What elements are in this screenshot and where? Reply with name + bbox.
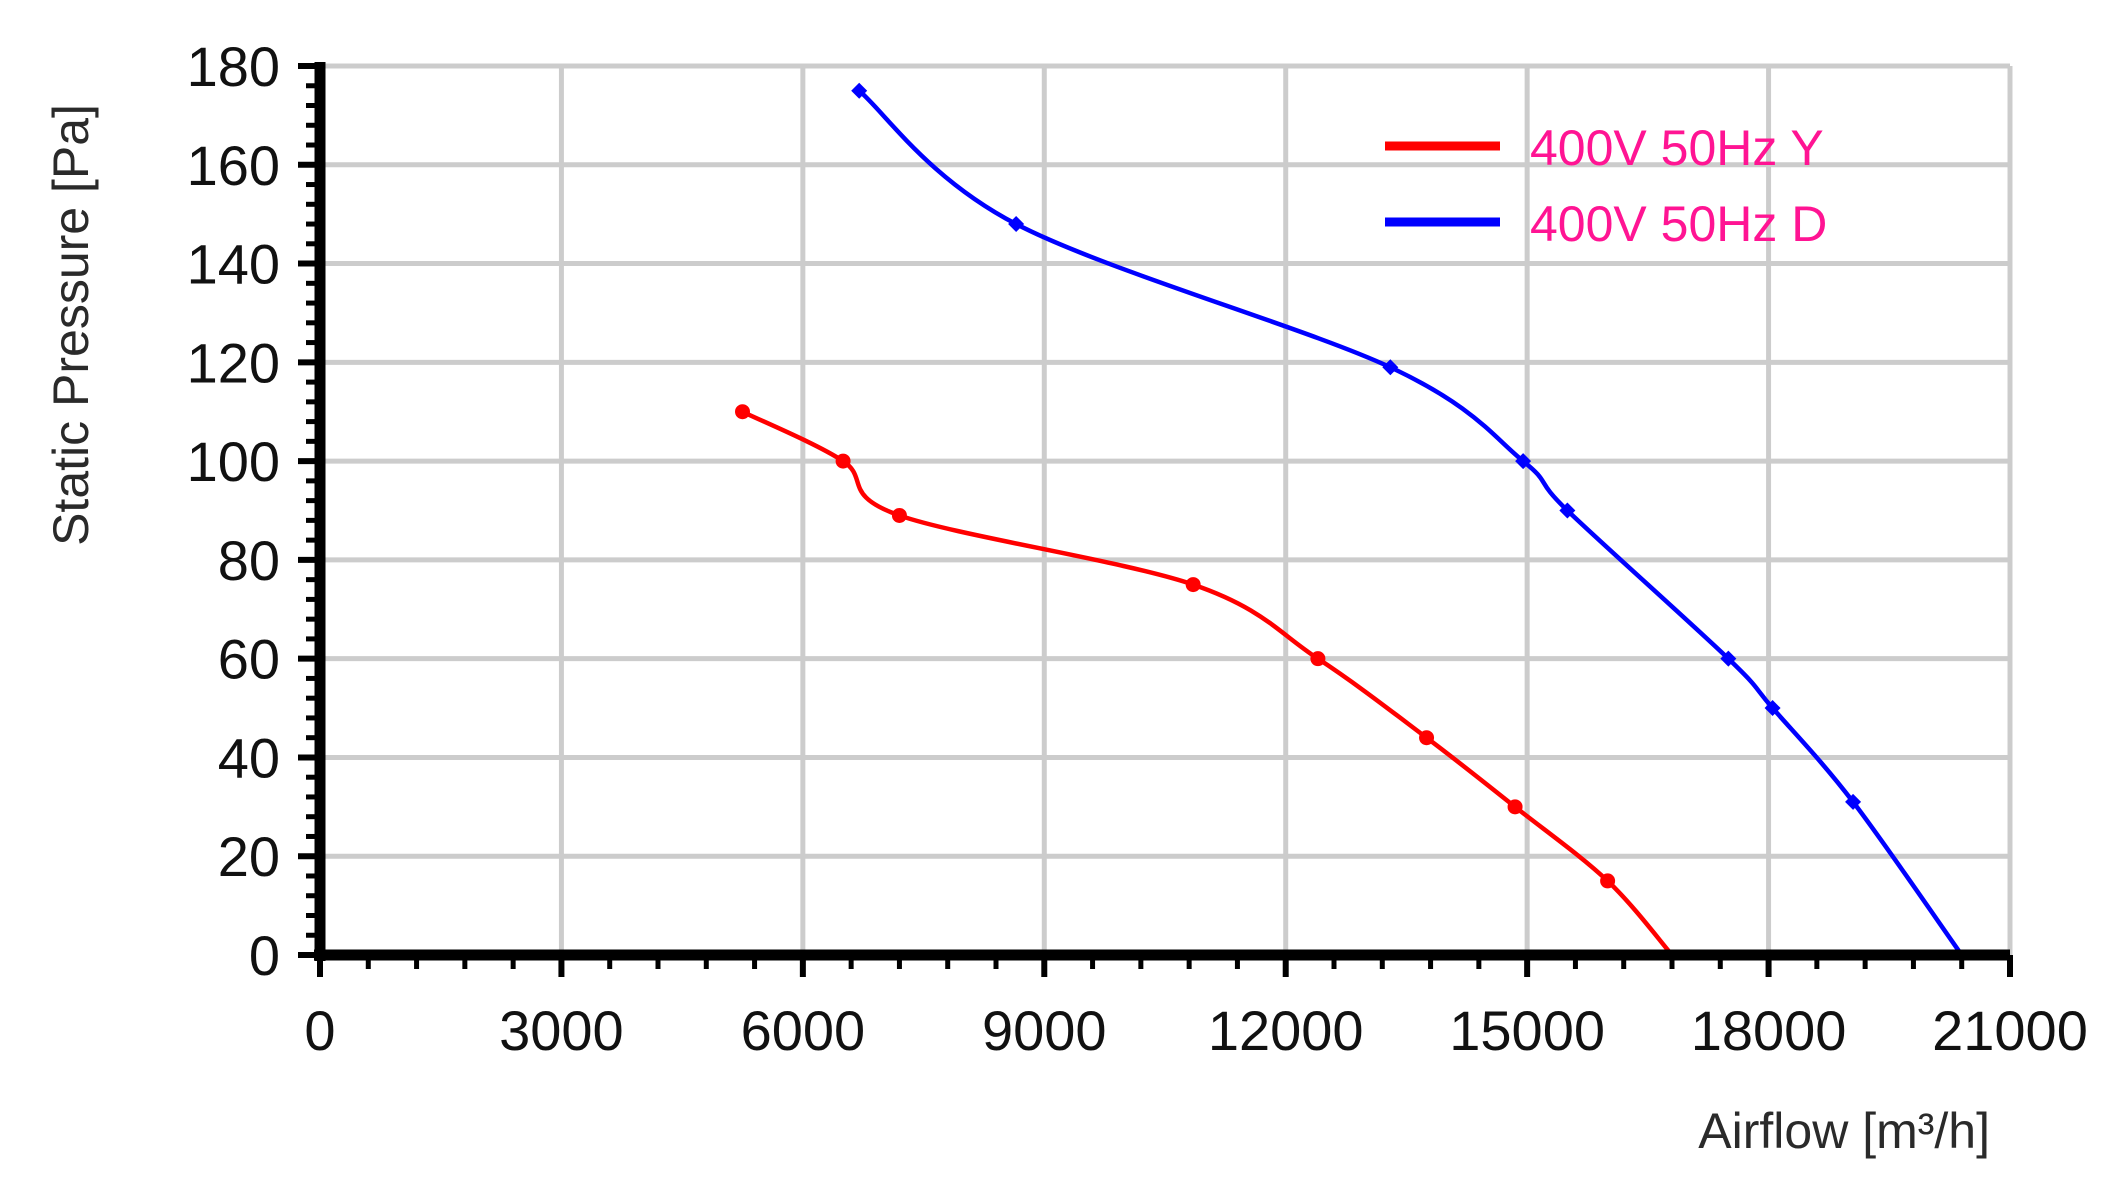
y-tick-label: 20 [218,825,280,888]
y-tick-label: 100 [187,430,280,493]
x-tick-label: 18000 [1691,999,1847,1062]
data-point-series-2 [1008,216,1025,233]
series-line-2 [857,88,1964,957]
data-point-series-2 [1764,700,1781,717]
x-axis-title: Airflow [m³/h] [1698,1103,1990,1159]
series-curves [741,88,1964,957]
y-tick-label: 120 [187,331,280,394]
data-point-series-1 [735,404,750,420]
x-tick-label: 3000 [499,999,624,1062]
data-point-series-1 [891,507,907,523]
x-tick-label: 21000 [1932,999,2088,1062]
legend-label-series-2: 400V 50Hz D [1530,196,1827,252]
y-tick-label: 180 [187,35,280,98]
series-line-1 [741,409,1674,957]
data-point-series-1 [1507,799,1523,815]
x-tick-label: 0 [304,999,335,1062]
data-point-series-1 [1310,651,1326,667]
legend: 400V 50Hz Y 400V 50Hz D [1385,120,1827,252]
data-point-series-1 [835,453,851,469]
y-tick-label: 0 [249,924,280,987]
data-point-series-1 [1419,730,1435,746]
series-markers [735,82,1862,889]
x-tick-label: 12000 [1208,999,1364,1062]
data-point-series-1 [1185,577,1201,593]
axes [298,62,2013,977]
x-tick-label: 6000 [741,999,866,1062]
data-point-series-2 [1845,793,1862,810]
y-tick-label: 60 [218,628,280,691]
data-point-series-1 [1600,873,1616,889]
data-point-series-2 [851,82,868,99]
y-axis-title: Static Pressure [Pa] [43,104,99,546]
data-point-series-2 [1559,502,1576,519]
y-tick-label: 140 [187,233,280,296]
legend-label-series-1: 400V 50Hz Y [1530,120,1824,176]
data-point-series-2 [1720,650,1737,667]
data-point-series-2 [1382,359,1399,376]
x-tick-label: 15000 [1449,999,1605,1062]
tick-labels: 0 20 40 60 80 100 120 140 160 180 0 3000 6000 9000 120… [187,35,2088,1062]
y-tick-label: 160 [187,134,280,197]
y-tick-label: 80 [218,529,280,592]
data-point-series-2 [1515,453,1532,470]
x-tick-label: 9000 [982,999,1107,1062]
y-tick-label: 40 [218,726,280,789]
